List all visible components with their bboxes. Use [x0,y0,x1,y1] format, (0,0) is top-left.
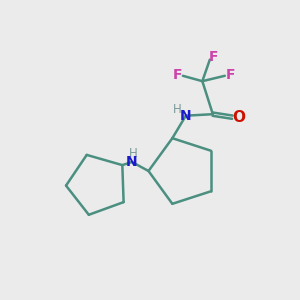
Text: N: N [180,109,192,123]
Text: F: F [173,68,182,82]
Text: F: F [226,68,235,82]
Text: H: H [173,103,182,116]
Text: O: O [232,110,245,125]
Text: H: H [129,147,138,160]
Text: F: F [209,50,218,64]
Text: N: N [126,155,138,169]
